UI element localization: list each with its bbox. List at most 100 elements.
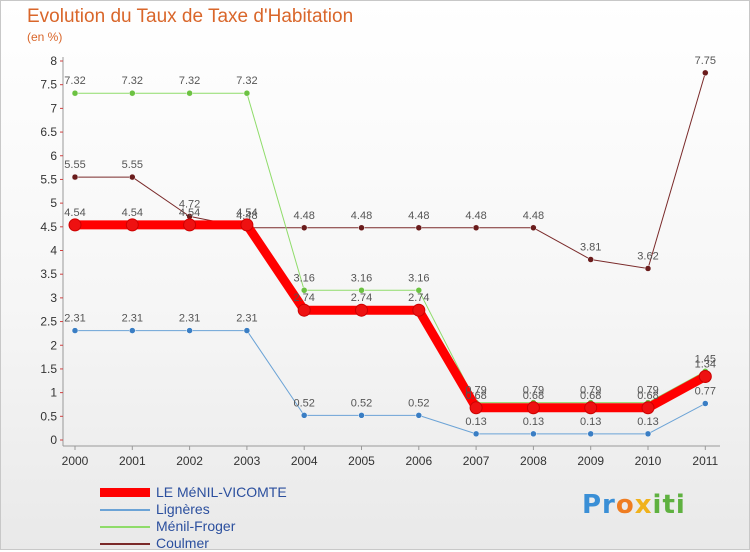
data-label: 2.74 [293,292,314,304]
data-point [587,256,594,263]
y-tick-label: 6.5 [40,125,57,139]
x-tick-label: 2002 [176,454,203,468]
chart-subtitle: (en %) [27,30,63,44]
data-point [186,89,193,97]
data-label: 7.32 [179,75,200,87]
data-point [125,218,139,232]
data-label: 2.31 [236,313,257,325]
data-point [472,224,480,232]
data-label: 3.81 [580,242,601,254]
data-label: 2.31 [122,313,143,325]
data-label: 4.72 [179,198,200,210]
data-label: 4.48 [465,210,486,222]
y-tick-label: 1.5 [40,362,57,376]
data-point [412,303,426,317]
series-line [74,72,706,270]
data-point [526,401,540,415]
data-point [358,412,365,419]
data-point [358,287,365,294]
data-point [300,287,308,294]
data-label: 2.31 [64,313,85,325]
legend-label: Ménil-Froger [156,518,236,534]
x-tick-label: 2004 [291,454,318,468]
y-tick-label: 2 [50,338,57,352]
data-label: 2.74 [351,292,372,304]
data-label: 0.52 [293,397,314,409]
data-label: 3.16 [351,272,372,284]
data-label: 4.48 [523,210,544,222]
legend-swatch [100,543,150,545]
y-tick-label: 0 [50,433,57,447]
data-label: 3.16 [408,272,429,284]
data-label: 0.52 [351,397,372,409]
data-point [129,173,136,181]
data-point [71,173,79,181]
data-point [587,430,594,438]
data-point [702,400,709,407]
y-tick-label: 5.5 [40,172,57,186]
data-point [297,303,311,317]
data-point [243,327,251,334]
data-label: 0.68 [580,390,601,402]
y-tick-label: 5 [50,196,57,210]
data-point [129,327,136,334]
logo-part: o [615,490,635,520]
data-label: 1.45 [695,353,716,365]
x-tick-label: 2011 [692,454,718,468]
data-point [644,265,652,272]
x-tick-label: 2009 [577,454,604,468]
legend-swatch [100,526,150,528]
y-tick-label: 3 [50,291,57,305]
y-tick-label: 3.5 [40,267,57,281]
data-label: 5.55 [64,159,85,171]
data-point [530,224,537,232]
data-label: 7.75 [695,55,716,67]
x-tick-label: 2003 [234,454,261,468]
data-point [183,218,197,232]
y-tick-label: 2.5 [40,315,57,329]
y-tick-label: 4.5 [40,220,57,234]
data-point [415,412,423,419]
y-tick-label: 7 [50,101,57,115]
line-chart: 0 0.5 1 1.5 2 2.5 3 3.5 4 4.5 5 5.5 6 6.5 7 7.5 8 2000 200… [40,54,720,468]
data-point [584,401,598,415]
data-point [644,430,652,438]
chart-title: Evolution du Taux de Taxe d'Habitation [27,6,354,27]
data-label: 0.13 [465,416,486,428]
data-point [415,287,423,294]
data-label: 4.54 [122,207,143,219]
data-point [243,89,251,97]
data-label: 0.52 [408,397,429,409]
data-label: 4.48 [351,210,372,222]
y-tick-label: 8 [50,54,57,68]
logo-part: x [634,490,653,520]
data-point [300,224,308,232]
data-label: 4.48 [293,210,314,222]
data-label: 4.54 [64,207,85,219]
x-tick-label: 2007 [463,454,490,468]
data-point [358,224,365,232]
data-label: 1.34 [695,359,716,371]
data-label: 3.62 [637,251,658,263]
logo-part: iti [652,490,686,520]
data-label: 0.13 [580,416,601,428]
data-label: 4.54 [179,207,200,219]
y-tick-label: 6 [50,149,57,163]
data-label: 5.55 [122,159,143,171]
legend-label: Lignères [156,501,210,517]
legend-label: Coulmer [156,535,209,551]
x-tick-label: 2008 [520,454,547,468]
x-tick-label: 2001 [119,454,146,468]
data-label: 0.68 [465,390,486,402]
series-line [70,220,710,413]
data-point [415,224,423,232]
data-label: 0.13 [523,416,544,428]
data-label: 4.48 [408,210,429,222]
data-label: 2.31 [179,313,200,325]
legend-swatch [100,488,150,497]
data-label: 0.79 [523,385,544,397]
data-point [240,218,254,232]
y-tick-label: 1 [50,386,57,400]
data-point [530,430,537,438]
